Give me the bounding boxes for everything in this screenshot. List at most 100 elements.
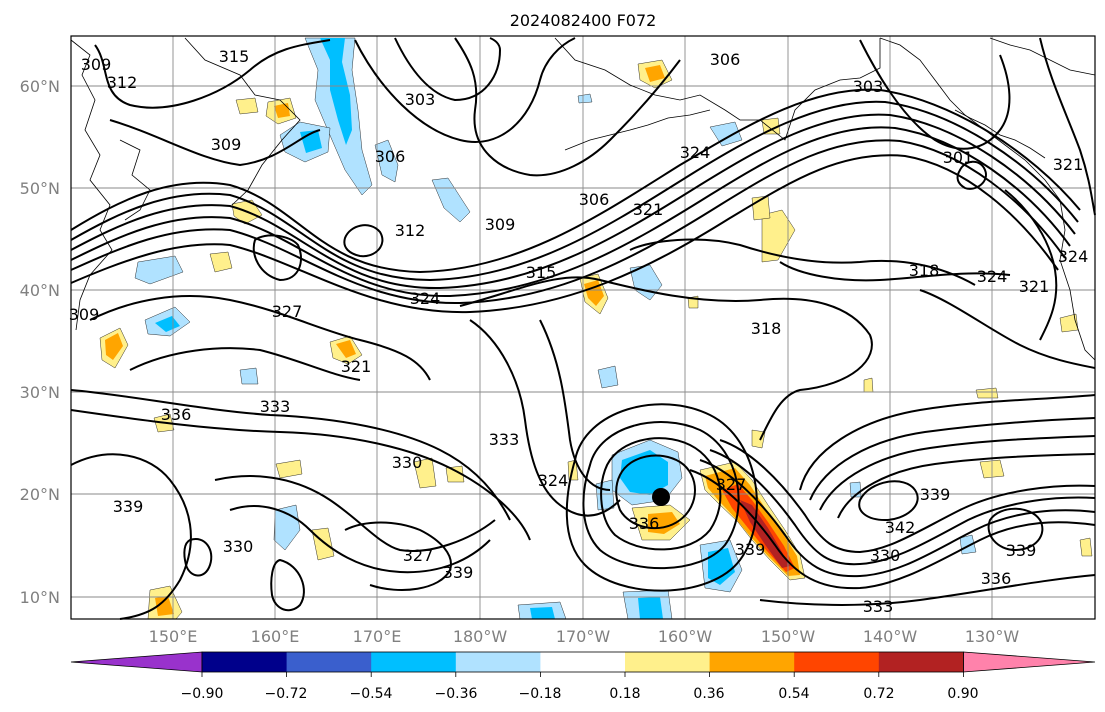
colorbar-tick-label: −0.72 bbox=[265, 686, 308, 702]
contour-label: 324 bbox=[680, 143, 711, 162]
colorbar-segment bbox=[878, 652, 964, 672]
contour-label: 306 bbox=[579, 190, 610, 209]
contour-label: 306 bbox=[375, 147, 406, 166]
shade-patch bbox=[761, 209, 796, 263]
shade-patch bbox=[336, 340, 356, 358]
shade-patch bbox=[274, 103, 290, 118]
shade-patch bbox=[155, 316, 180, 332]
colorbar-tick-label: 0.72 bbox=[863, 686, 894, 702]
shade-patch bbox=[275, 459, 303, 479]
shade-patch bbox=[235, 97, 259, 115]
shade-patch bbox=[374, 139, 399, 183]
contour-label: 309 bbox=[211, 135, 242, 154]
contour-label: 312 bbox=[395, 221, 426, 240]
contour-label: 321 bbox=[1053, 155, 1084, 174]
colorbar-segment bbox=[709, 652, 795, 672]
contour-label: 303 bbox=[853, 77, 884, 96]
contour-label: 301 bbox=[943, 148, 974, 167]
colorbar-segment bbox=[794, 652, 880, 672]
coastlines bbox=[70, 37, 1096, 361]
contour-label: 306 bbox=[710, 50, 741, 69]
shade-patch bbox=[645, 65, 665, 82]
contour-label: 333 bbox=[863, 597, 894, 616]
colorbar-segment bbox=[371, 652, 457, 672]
contour-label: 327 bbox=[403, 546, 434, 565]
colorbar-tick-label: −0.54 bbox=[350, 686, 393, 702]
contours bbox=[70, 37, 1096, 620]
contour-label: 318 bbox=[909, 261, 940, 280]
colorbar-tick-label: −0.18 bbox=[519, 686, 562, 702]
lon-tick-label: 160°W bbox=[658, 627, 713, 646]
colorbar-tick-label: −0.36 bbox=[435, 686, 478, 702]
lon-tick-label: 150°W bbox=[761, 627, 816, 646]
low-center-marker bbox=[652, 488, 670, 506]
contour-label: 312 bbox=[107, 73, 138, 92]
shade-patch bbox=[708, 548, 735, 585]
shade-patch bbox=[1079, 537, 1093, 557]
contour-label: 327 bbox=[716, 475, 747, 494]
contour-label: 324 bbox=[1058, 247, 1089, 266]
shade-patch bbox=[709, 121, 743, 147]
contour-label: 327 bbox=[272, 302, 303, 321]
lat-tick-label: 40°N bbox=[20, 281, 60, 300]
shade-patch bbox=[595, 479, 615, 511]
contour-label: 309 bbox=[485, 215, 516, 234]
shade-patch bbox=[975, 387, 999, 399]
colorbar-extend-low bbox=[70, 651, 203, 673]
shade-patch bbox=[239, 367, 259, 385]
contour-label: 321 bbox=[1019, 277, 1050, 296]
contour-label: 333 bbox=[260, 397, 291, 416]
contour-label: 318 bbox=[751, 319, 782, 338]
contour-label: 309 bbox=[81, 55, 112, 74]
colorbar-segment bbox=[455, 652, 541, 672]
contour-label: 324 bbox=[977, 267, 1008, 286]
contour-label: 339 bbox=[920, 485, 951, 504]
lon-tick-label: 170°E bbox=[353, 627, 402, 646]
contour-label: 339 bbox=[113, 497, 144, 516]
shade-patch bbox=[431, 177, 471, 223]
shade-patch bbox=[105, 333, 123, 360]
shade-patch bbox=[530, 607, 555, 619]
lat-tick-label: 60°N bbox=[20, 77, 60, 96]
colorbar bbox=[70, 651, 1096, 677]
lon-tick-label: 140°W bbox=[863, 627, 918, 646]
contour-label: 336 bbox=[161, 405, 192, 424]
colorbar-tick-label: 0.90 bbox=[947, 686, 978, 702]
lon-axis: 150°E 160°E 170°E 180°W 170°W 160°W 150°… bbox=[149, 627, 1020, 646]
contour-label: 324 bbox=[410, 289, 441, 308]
contour-label: 342 bbox=[885, 518, 916, 537]
shade-patch bbox=[155, 596, 174, 616]
colorbar-tick-label: −0.90 bbox=[181, 686, 224, 702]
shade-patch bbox=[413, 457, 437, 489]
colorbar-segment bbox=[540, 652, 626, 672]
colorbar-ticks: −0.90 −0.72 −0.54 −0.36 −0.18 0.18 0.36 … bbox=[181, 686, 979, 702]
contour-labels: 315 309 312 303 306 306 303 309 312 309 … bbox=[69, 47, 1089, 616]
contour-label: 333 bbox=[489, 430, 520, 449]
map-frame bbox=[70, 35, 1096, 620]
lat-axis: 60°N 50°N 40°N 30°N 20°N 10°N bbox=[20, 77, 60, 607]
contour-label: 315 bbox=[219, 47, 250, 66]
contour-label: 336 bbox=[981, 569, 1012, 588]
shade-patch bbox=[597, 365, 619, 389]
shade-patch bbox=[863, 377, 874, 393]
contour-label: 315 bbox=[526, 263, 557, 282]
lon-tick-label: 130°W bbox=[965, 627, 1020, 646]
lon-tick-label: 150°E bbox=[149, 627, 198, 646]
lat-tick-label: 50°N bbox=[20, 179, 60, 198]
lat-tick-label: 30°N bbox=[20, 383, 60, 402]
shade-patch bbox=[320, 38, 352, 145]
contour-label: 339 bbox=[1006, 541, 1037, 560]
contour-label: 303 bbox=[405, 90, 436, 109]
lat-tick-label: 10°N bbox=[20, 588, 60, 607]
colorbar-segment bbox=[286, 652, 372, 672]
colorbar-segment bbox=[625, 652, 711, 672]
shade-patch bbox=[638, 597, 663, 619]
colorbar-outline bbox=[201, 651, 964, 673]
colorbar-tick-label: 0.18 bbox=[609, 686, 640, 702]
map-layer bbox=[70, 36, 1096, 620]
lon-tick-label: 180°W bbox=[453, 627, 508, 646]
shade-patch bbox=[445, 465, 465, 483]
shade-patch bbox=[761, 117, 781, 135]
contour-label: 330 bbox=[223, 537, 254, 556]
